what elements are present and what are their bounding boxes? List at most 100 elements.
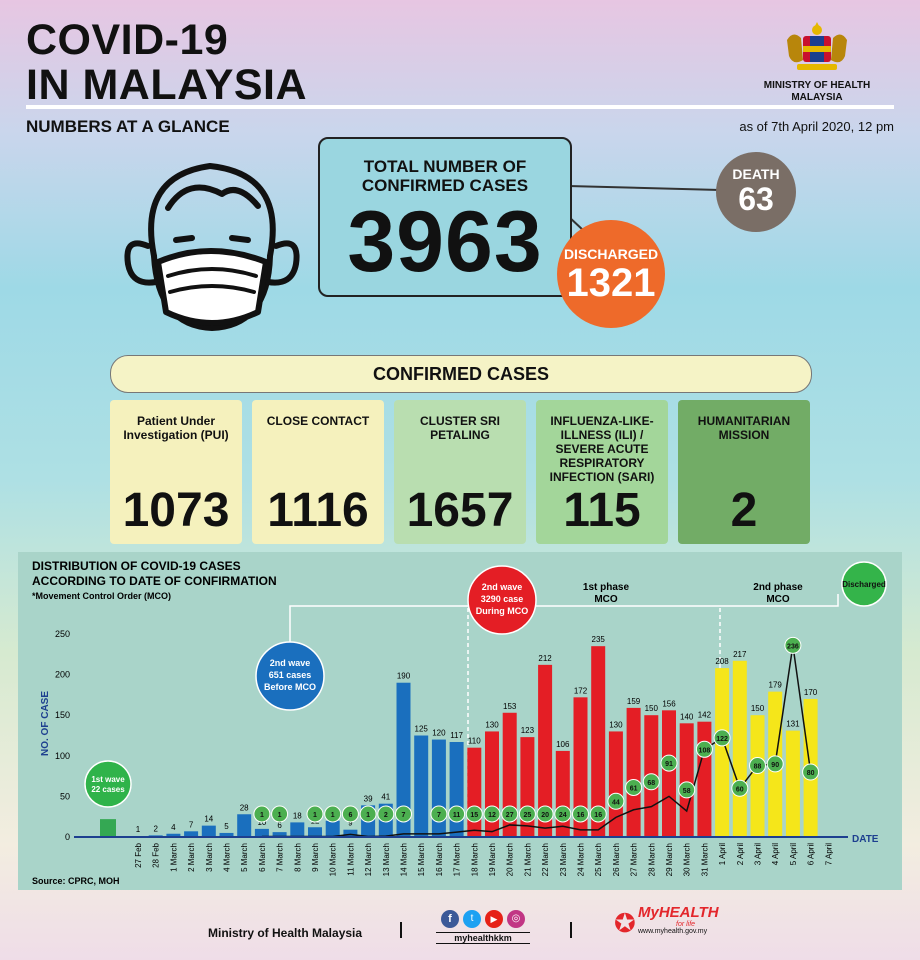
x-tick-label: 14 March [400,843,409,876]
bar-value-label: 130 [485,720,499,729]
discharged-marker [359,805,377,823]
discharged-marker [731,779,749,797]
x-tick-label: 27 Feb [134,842,143,867]
footer-divider-2 [570,922,572,938]
y-tick-label: 250 [55,629,70,639]
discharged-marker [306,805,324,823]
discharged-value-label: 61 [630,785,638,792]
discharged-marker [589,805,607,823]
card-close-contact: CLOSE CONTACT 1116 [252,400,384,544]
x-tick-label: 20 March [506,843,515,876]
chart-note: *Movement Control Order (MCO) [32,591,171,601]
bar [254,828,269,837]
discharged-marker [465,805,483,823]
bar-value-label: 156 [662,699,676,708]
bar-value-label: 159 [627,697,641,706]
bar-value-label: 172 [574,686,588,695]
discharged-marker [695,740,713,758]
x-tick-label: 22 March [541,843,550,876]
x-tick-label: 3 April [754,843,763,865]
bar [308,827,322,837]
subtitle: NUMBERS AT A GLANCE [26,117,230,136]
chart-title-line2: ACCORDING TO DATE OF CONFIRMATION [32,574,277,588]
y-tick-label: 200 [55,670,70,680]
page-title: COVID-19 IN MALAYSIA [26,16,308,109]
bar-value-label: 125 [415,725,429,734]
discharged-marker [678,781,696,799]
x-tick-label: 8 March [293,843,302,872]
twitter-icon[interactable]: t [463,910,481,928]
discharged-marker [341,805,359,823]
chart-axes: 0 50 100 150 200 250 27 Feb 28 Feb 1 March 2 Marc… [55,629,848,876]
wave2-during-line1: 2nd wave [482,582,523,592]
discharged-marker [518,805,536,823]
discharged-value: 1321 [566,261,656,305]
brand-site[interactable]: www.myhealth.gov.my [638,928,708,935]
x-tick-label: 31 March [700,843,709,876]
discharged-marker [784,636,802,654]
discharged-value-label: 1 [278,812,282,819]
y-tick-label: 100 [55,751,70,761]
discharged-marker [572,805,589,823]
discharged-value-label: 44 [612,799,620,806]
y-tick-label: 0 [65,832,70,842]
bar [272,832,287,837]
discharged-value-label: 90 [771,762,779,769]
wave2-before-line1: 2nd wave [270,658,311,668]
discharged-value-label: 122 [716,736,728,743]
bar [662,710,676,837]
bar [555,750,570,837]
facebook-icon[interactable]: f [441,910,459,928]
discharged-value-label: 2 [384,812,388,819]
discharged-value-label: 15 [470,812,478,819]
x-tick-label: 24 March [577,843,586,876]
discharged-value-label: 60 [736,786,744,793]
discharged-value-label: 80 [807,770,815,777]
bar-value-label: 150 [751,704,765,713]
x-tick-label: 3 March [205,843,214,872]
chart-source: Source: CPRC, MOH [32,876,120,886]
social-handle[interactable]: myhealthkkm [436,932,530,944]
discharged-marker [536,805,554,823]
x-tick-label: 11 March [346,843,355,876]
discharged-marker [749,757,766,775]
bar-value-label: 142 [698,711,712,720]
discharged-value-label: 88 [754,764,762,771]
bar-value-label: 1 [136,825,141,834]
phase1-line2: MCO [594,594,618,605]
card-label: HUMANITARIAN MISSION [697,414,791,442]
discharged-legend-marker [841,561,887,607]
bar-value-label: 217 [733,650,747,659]
bar [343,829,358,837]
bar [201,825,216,837]
bar-value-label: 170 [804,688,818,697]
card-label: INFLUENZA-LIKE-ILLNESS (ILI) / SEVERE AC… [549,414,655,484]
discharged-marker [271,805,289,823]
x-tick-label: 16 March [435,843,444,876]
as-of-date: as of 7th April 2020, 12 pm [739,119,894,134]
x-tick-label: 5 March [240,843,249,872]
discharged-value-label: 108 [699,747,711,754]
discharged-value-label: 236 [787,643,799,650]
bar-value-label: 18 [293,811,302,820]
bar-value-label: 131 [786,720,800,729]
x-tick-label: 18 March [470,843,479,876]
bar-value-label: 117 [450,731,463,740]
instagram-icon[interactable]: ◎ [507,910,525,928]
ministry-block: MINISTRY OF HEALTH MALAYSIA [762,20,872,104]
bar [750,715,765,837]
x-tick-label: 2 April [736,843,745,865]
youtube-icon[interactable]: ▶ [485,910,503,928]
total-cases-value: 3963 [347,194,543,290]
card-value: 1116 [267,484,369,537]
y-axis-label: NO. OF CASE [40,691,51,756]
first-wave-bar [100,819,116,837]
total-cases-label: TOTAL NUMBER OF CONFIRMED CASES [361,157,529,195]
wave2-during-line3: During MCO [476,606,529,616]
phase2-line2: MCO [766,594,790,605]
card-label: CLOSE CONTACT [266,414,370,428]
bar [785,730,800,837]
bar [697,721,712,837]
bar [219,832,234,837]
bar-value-label: 212 [538,654,552,663]
